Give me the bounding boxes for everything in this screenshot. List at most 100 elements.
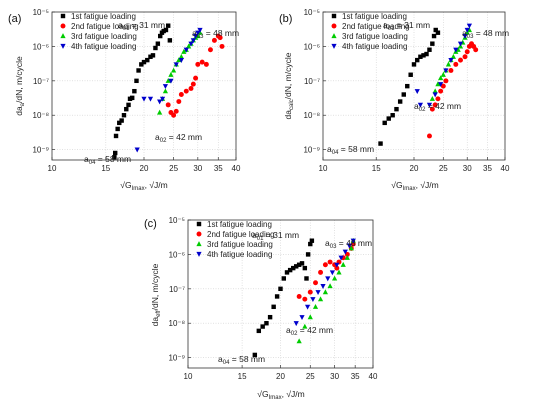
data-point — [390, 113, 395, 118]
data-point — [453, 61, 459, 67]
data-point — [450, 53, 456, 59]
y-tick-label: 10⁻⁹ — [303, 146, 320, 155]
data-point — [327, 283, 333, 289]
data-point — [150, 53, 156, 58]
series-4 — [414, 23, 473, 108]
legend-label: 4th fatigue loading — [207, 250, 272, 259]
legend-label: 2nd fatigue loading — [207, 230, 275, 239]
legend-marker — [196, 231, 202, 237]
data-point — [322, 289, 329, 295]
data-point — [167, 38, 173, 43]
data-point — [348, 245, 354, 251]
data-point — [432, 102, 438, 108]
series-2 — [165, 33, 225, 118]
y-tick-label: 10⁻⁷ — [169, 285, 185, 294]
y-tick-label: 10⁻⁸ — [304, 111, 321, 120]
legend-marker — [196, 221, 202, 227]
x-tick-label: 15 — [101, 164, 110, 173]
annotation-label: a01 = 31 mm — [118, 20, 165, 32]
x-tick-label: 30 — [330, 372, 339, 381]
data-point — [139, 62, 144, 67]
data-point — [287, 267, 293, 273]
data-point — [178, 58, 184, 63]
data-point — [302, 323, 308, 329]
data-point — [457, 41, 464, 47]
data-point — [440, 83, 446, 89]
legend-marker — [60, 23, 66, 29]
data-point — [445, 61, 452, 67]
data-point — [340, 261, 346, 267]
series-1 — [112, 23, 173, 160]
x-tick-label: 25 — [439, 164, 448, 173]
data-point — [344, 251, 350, 257]
x-tick-label: 20 — [410, 164, 419, 173]
data-point — [195, 30, 201, 36]
data-point — [438, 88, 444, 94]
legend-label: 1st fatigue loading — [71, 12, 136, 21]
annotation-label: a01 = 31 mm — [383, 20, 430, 32]
data-point — [304, 276, 309, 281]
x-tick-label: 40 — [232, 164, 241, 173]
y-tick-label: 10⁻⁸ — [33, 111, 50, 120]
data-point — [119, 118, 124, 123]
legend-label: 4th fatigue loading — [71, 42, 136, 51]
data-point — [443, 68, 449, 74]
y-tick-label: 10⁻⁵ — [33, 8, 49, 17]
legend-marker — [60, 33, 66, 39]
legend-label: 3rd fatigue loading — [207, 240, 273, 249]
data-point — [141, 96, 147, 102]
data-point — [405, 83, 410, 89]
data-point — [121, 113, 127, 118]
data-point — [344, 254, 350, 260]
data-point — [267, 314, 273, 320]
data-point — [113, 133, 119, 139]
data-point — [193, 75, 199, 81]
data-point — [401, 92, 406, 97]
legend-label: 3rd fatigue loading — [342, 32, 408, 41]
data-point — [299, 315, 305, 321]
data-point — [159, 96, 166, 102]
data-point — [313, 280, 318, 286]
data-point — [183, 47, 189, 53]
data-point — [211, 37, 217, 43]
legend-label: 3rd fatigue loading — [71, 32, 137, 41]
data-point — [307, 314, 313, 320]
legend-marker — [331, 13, 337, 19]
data-point — [217, 35, 223, 41]
data-point — [466, 23, 473, 29]
data-point — [260, 324, 265, 329]
x-axis-title: √GImax, √J/m — [257, 389, 304, 401]
series-3 — [296, 237, 356, 344]
data-point — [134, 78, 139, 84]
data-point — [161, 28, 166, 34]
data-point — [157, 109, 163, 115]
data-point — [173, 108, 179, 114]
data-point — [310, 297, 316, 303]
y-tick-label: 10⁻⁹ — [168, 354, 185, 363]
data-point — [299, 261, 305, 266]
data-point — [440, 71, 446, 77]
data-point — [181, 48, 187, 54]
data-point — [318, 269, 324, 275]
data-point — [294, 264, 299, 269]
data-point — [411, 62, 417, 67]
chart-panel-2: 10 15 20 25 30 35 40 10⁻⁹ 10⁻⁸ 10⁻⁷ 10⁻⁶ 10⁻⁵ (b) √GI… — [279, 8, 510, 192]
data-point — [157, 99, 163, 105]
x-tick-label: 15 — [238, 372, 247, 381]
annotation-label: a02 = 42 mm — [414, 101, 461, 113]
legend-marker — [196, 251, 202, 257]
data-point — [322, 262, 328, 268]
chart-panel-1: 10 15 20 25 30 35 40 10⁻⁹ 10⁻⁸ 10⁻⁷ 10⁻⁶ 10⁻⁵ (a) √GI… — [8, 8, 241, 192]
data-point — [278, 286, 283, 292]
data-point — [207, 47, 213, 53]
data-point — [397, 99, 403, 104]
data-point — [455, 46, 461, 52]
series-3 — [157, 29, 203, 115]
data-point — [171, 112, 177, 118]
data-point — [173, 62, 179, 68]
legend-marker — [331, 23, 337, 29]
y-axis-title: daa/dN, m/cycle — [14, 56, 26, 116]
y-tick-label: 10⁻⁵ — [304, 8, 320, 17]
data-point — [115, 126, 120, 132]
